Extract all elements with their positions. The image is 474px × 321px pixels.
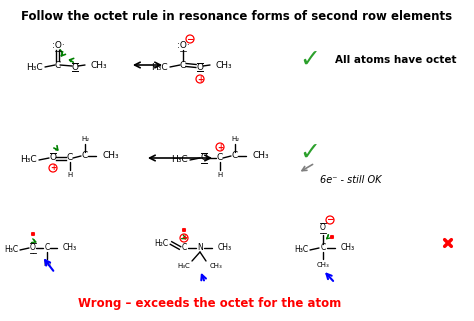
Text: −: − (326, 215, 334, 224)
Text: :O·: :O· (52, 40, 64, 49)
FancyArrowPatch shape (60, 50, 65, 56)
Text: CH₃: CH₃ (91, 60, 108, 70)
Text: C: C (55, 60, 61, 70)
Text: CH₃: CH₃ (216, 60, 233, 70)
Text: CH₃: CH₃ (218, 244, 232, 253)
Text: +: + (197, 74, 203, 83)
FancyArrowPatch shape (54, 146, 58, 150)
Text: CH₃: CH₃ (210, 263, 223, 269)
Text: H₃C: H₃C (4, 246, 18, 255)
Text: CH₃: CH₃ (317, 262, 329, 268)
Text: All atoms have octet: All atoms have octet (335, 55, 456, 65)
Text: C: C (217, 153, 223, 162)
Text: H: H (218, 172, 223, 178)
Text: CH₃: CH₃ (103, 152, 119, 160)
Text: H₃C: H₃C (20, 155, 37, 164)
Text: −: − (186, 34, 194, 44)
Text: H: H (67, 172, 73, 178)
Text: O: O (49, 153, 56, 162)
FancyArrowPatch shape (327, 235, 331, 239)
Text: C: C (320, 244, 326, 253)
Text: H₂: H₂ (231, 136, 239, 142)
Text: CH₃: CH₃ (253, 152, 270, 160)
Text: +: + (50, 163, 56, 172)
Text: O: O (201, 153, 208, 162)
Text: +: + (181, 233, 187, 242)
Text: ✓: ✓ (300, 141, 320, 165)
FancyArrowPatch shape (31, 239, 36, 243)
Text: O: O (30, 244, 36, 253)
Text: O: O (197, 63, 203, 72)
Text: N: N (197, 244, 203, 253)
Text: O: O (72, 63, 79, 72)
Text: :O·: :O· (177, 40, 190, 49)
Text: H₃C: H₃C (172, 155, 188, 164)
Text: H₃C: H₃C (177, 263, 190, 269)
Text: H₃C: H₃C (151, 63, 168, 72)
Text: H₂: H₂ (81, 136, 89, 142)
Text: Follow the octet rule in resonance forms of second row elements: Follow the octet rule in resonance forms… (21, 10, 453, 23)
Text: H₂C: H₂C (154, 239, 168, 247)
Text: 6e⁻ - still OK: 6e⁻ - still OK (320, 175, 382, 185)
Text: C: C (232, 152, 238, 160)
FancyArrowPatch shape (70, 58, 73, 62)
Text: C: C (180, 60, 186, 70)
Text: O: O (320, 223, 326, 232)
Text: H₃C: H₃C (27, 63, 43, 72)
Text: C: C (182, 244, 187, 253)
Text: C: C (45, 244, 50, 253)
Text: Wrong – exceeds the octet for the atom: Wrong – exceeds the octet for the atom (78, 297, 342, 309)
Text: ✓: ✓ (300, 48, 320, 72)
Text: +: + (217, 143, 223, 152)
FancyArrowPatch shape (182, 235, 186, 239)
Text: H₃C: H₃C (294, 246, 308, 255)
Text: CH₃: CH₃ (341, 244, 355, 253)
Text: CH₃: CH₃ (63, 244, 77, 253)
Text: C: C (67, 153, 73, 162)
Text: C: C (82, 152, 88, 160)
Text: H₂: H₂ (43, 261, 51, 267)
